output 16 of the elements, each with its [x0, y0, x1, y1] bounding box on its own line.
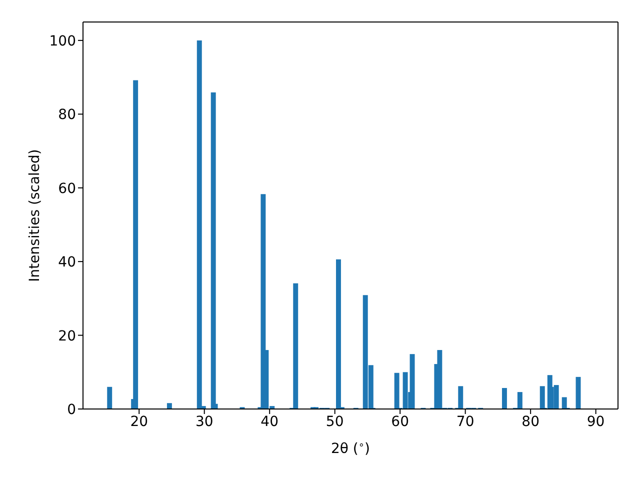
y-tick-label: 40 — [58, 254, 76, 271]
x-tick-label: 30 — [195, 414, 214, 430]
x-tick-label: 20 — [130, 414, 148, 430]
x-tick-label: 80 — [522, 414, 540, 430]
y-tick-label: 20 — [58, 328, 76, 344]
y-axis-title: Intensities (scaled) — [26, 149, 43, 282]
x-tick-label: 90 — [586, 414, 605, 430]
x-tick-label: 50 — [326, 414, 344, 430]
y-tick-label: 0 — [67, 402, 76, 418]
x-tick-label: 60 — [391, 414, 409, 430]
y-tick-label: 60 — [58, 180, 76, 197]
x-tick-label: 70 — [456, 414, 474, 430]
y-tick-label: 80 — [58, 107, 76, 124]
x-axis-title: 2θ ($^{∘}$) — [331, 440, 370, 457]
y-tick-label: 100 — [49, 33, 76, 50]
x-tick-label: 40 — [260, 414, 279, 430]
